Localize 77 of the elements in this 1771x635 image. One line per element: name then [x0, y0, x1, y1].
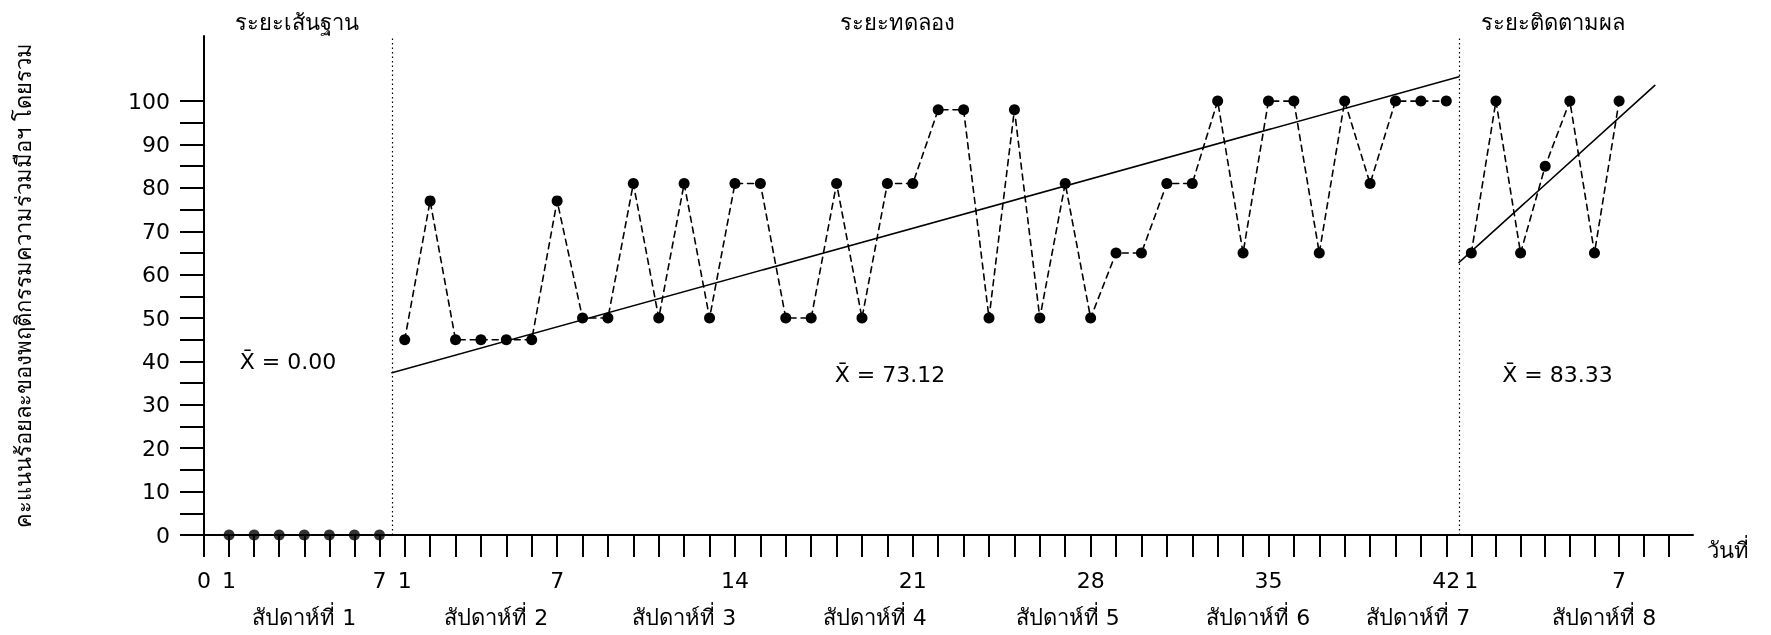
x-tick-label: 7	[1612, 567, 1627, 593]
point	[1415, 95, 1427, 107]
point	[526, 334, 538, 346]
x-tick-label: 1	[1464, 567, 1479, 593]
x-tick-label: 14	[720, 567, 749, 593]
x-tick-label: 7	[550, 567, 565, 593]
point	[805, 312, 817, 324]
point	[1288, 95, 1300, 107]
point	[1390, 95, 1401, 107]
point	[780, 312, 792, 324]
point	[678, 178, 690, 190]
text: สัปดาห์ที่ 6	[1206, 601, 1311, 630]
point	[1339, 95, 1351, 107]
text: สัปดาห์ที่ 7	[1366, 601, 1471, 630]
y-tick-label: 50	[142, 305, 170, 331]
point	[1262, 95, 1274, 107]
point	[450, 334, 462, 346]
point	[983, 312, 995, 324]
y-tick-label: 40	[142, 348, 170, 374]
annotation: X̄ = 0.00	[239, 348, 337, 374]
x-tick-label: 1	[397, 567, 412, 593]
point	[958, 104, 970, 116]
x-tick-label: 42	[1432, 567, 1461, 593]
point	[1034, 312, 1046, 324]
x-tick-label: 1	[222, 567, 237, 593]
point	[1186, 178, 1198, 190]
text: สัปดาห์ที่ 3	[632, 601, 737, 630]
point	[399, 334, 411, 346]
text: สัปดาห์ที่ 1	[252, 601, 357, 630]
y-tick-label: 20	[142, 435, 170, 461]
text: สัปดาห์ที่ 4	[822, 601, 927, 630]
point	[704, 312, 716, 324]
y-tick-label: 100	[128, 88, 170, 114]
point	[1161, 178, 1173, 190]
x-axis-title: วันที่	[1707, 534, 1749, 563]
point	[475, 334, 487, 346]
point	[856, 312, 868, 324]
y-tick-label: 0	[156, 522, 170, 548]
point	[831, 178, 843, 190]
point	[1440, 95, 1452, 107]
point	[932, 104, 944, 116]
point	[729, 178, 741, 190]
point	[881, 178, 893, 190]
x-tick-label: 28	[1076, 567, 1105, 593]
text: ระยะเส้นฐาน	[234, 9, 359, 36]
text: ระยะติดตามผล	[1480, 9, 1625, 35]
x-tick-label: 35	[1254, 567, 1283, 593]
point	[754, 178, 766, 190]
text: ระยะทดลอง	[840, 9, 956, 35]
y-tick-label: 70	[142, 218, 170, 244]
y-axis-title: คะแนนร้อยละของพฤติกรรมความร่วมมือฯ โดยรวม	[10, 43, 36, 528]
text: สัปดาห์ที่ 5	[1015, 601, 1120, 630]
y-tick-label: 80	[142, 175, 170, 201]
y-tick-label: 90	[142, 131, 170, 157]
point	[1085, 312, 1097, 324]
point	[1237, 247, 1249, 259]
point	[1313, 247, 1325, 259]
x-tick-label: 0	[197, 567, 211, 593]
annotation: X̄ = 73.12	[834, 361, 946, 387]
text: สัปดาห์ที่ 2	[444, 601, 549, 630]
point	[1135, 247, 1147, 259]
y-tick-label: 10	[142, 479, 170, 505]
x-tick-label: 21	[898, 567, 927, 593]
text: สัปดาห์ที่ 8	[1552, 601, 1657, 630]
point	[551, 195, 563, 207]
point	[1008, 104, 1020, 116]
point	[653, 312, 665, 324]
point	[1110, 247, 1122, 259]
point	[627, 178, 639, 190]
point	[907, 178, 919, 190]
y-tick-label: 30	[142, 392, 170, 418]
y-tick-label: 60	[142, 262, 170, 288]
point	[1364, 178, 1376, 190]
x-tick-label: 7	[372, 567, 387, 593]
point	[1212, 95, 1224, 107]
annotation: X̄ = 83.33	[1502, 361, 1613, 387]
point	[424, 195, 436, 207]
